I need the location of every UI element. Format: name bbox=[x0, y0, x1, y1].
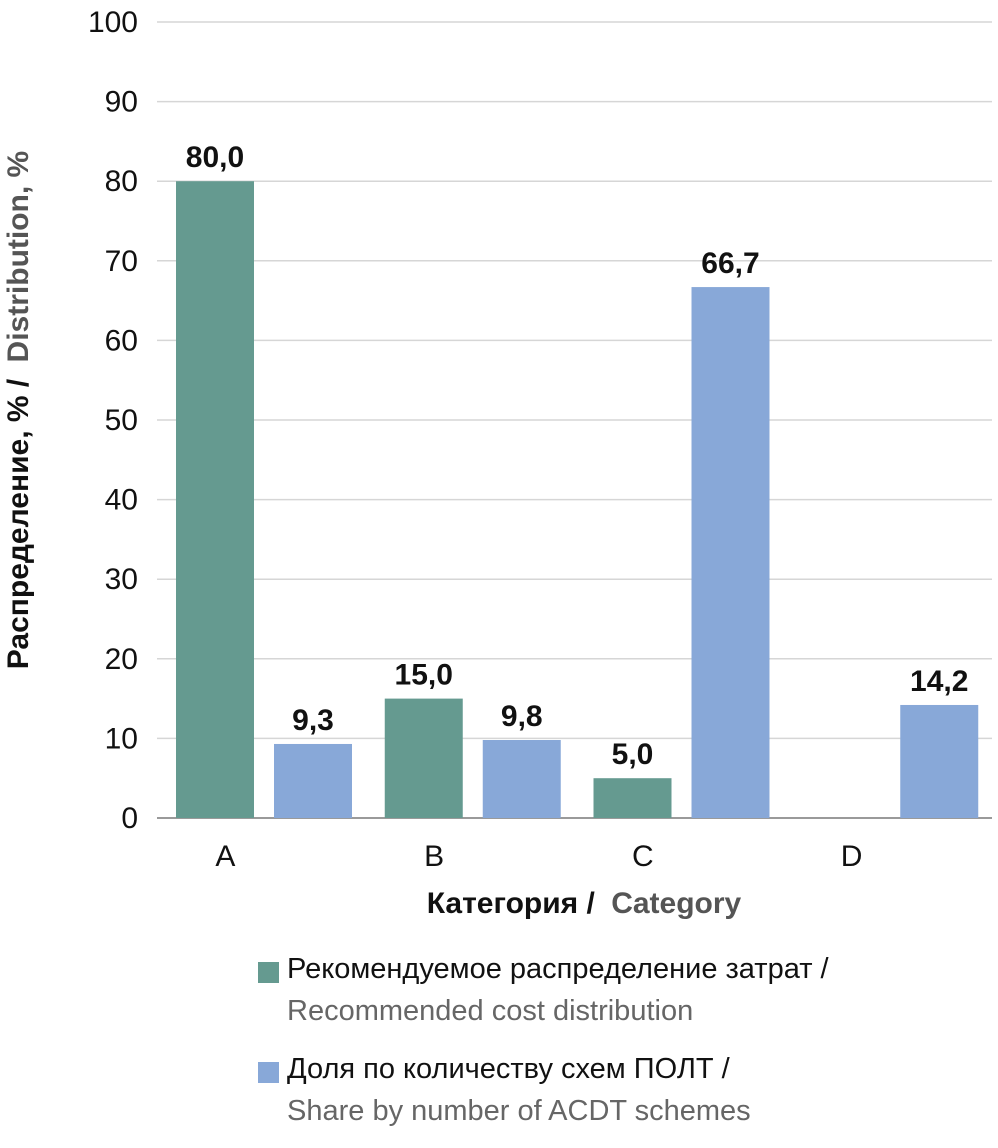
y-axis-title-en: Distribution, % bbox=[2, 151, 35, 363]
x-axis-categories: A B C D bbox=[215, 840, 862, 873]
legend-label-acdt-share-ru: Доля по количеству схем ПОЛТ / bbox=[287, 1053, 730, 1085]
category-label-c: C bbox=[632, 840, 654, 873]
legend-swatch-recommended bbox=[258, 962, 279, 983]
y-tick-label-40: 40 bbox=[105, 484, 138, 517]
y-tick-label-10: 10 bbox=[105, 722, 138, 755]
bar-chart: 0 10 20 30 40 50 60 70 80 90 100 80,0 9,3 15,0 9,8 5,0… bbox=[2, 6, 992, 920]
legend-label-recommended-en: Recommended cost distribution bbox=[287, 995, 694, 1027]
y-tick-label-0: 0 bbox=[121, 802, 138, 835]
x-axis-title-en: Category bbox=[611, 887, 741, 920]
bar-acdt-share-a bbox=[274, 743, 352, 818]
y-tick-label-80: 80 bbox=[105, 165, 138, 198]
legend-label-recommended: Рекомендуемое распределение затрат / Rec… bbox=[287, 948, 829, 1032]
data-label-recommended-a: 80,0 bbox=[186, 141, 244, 174]
data-label-acdt-share-d: 14,2 bbox=[910, 665, 968, 698]
legend-swatch-acdt-share bbox=[258, 1062, 279, 1083]
y-tick-label-30: 30 bbox=[105, 563, 138, 596]
data-label-acdt-share-c: 66,7 bbox=[701, 247, 759, 280]
data-label-acdt-share-a: 9,3 bbox=[292, 704, 334, 737]
bar-recommended-b bbox=[384, 698, 463, 818]
y-tick-label-50: 50 bbox=[105, 404, 138, 437]
bar-recommended-a bbox=[176, 181, 254, 818]
legend-label-acdt-share: Доля по количеству схем ПОЛТ / Share by … bbox=[287, 1048, 751, 1132]
legend-item-recommended: Рекомендуемое распределение затрат / Rec… bbox=[258, 948, 988, 1032]
y-axis-title-ru: Распределение, % / bbox=[2, 378, 35, 669]
legend-label-recommended-ru: Рекомендуемое распределение затрат / bbox=[287, 953, 829, 985]
bar-acdt-share-b bbox=[482, 739, 561, 818]
category-label-b: B bbox=[424, 840, 444, 873]
bar-recommended-c bbox=[593, 778, 672, 818]
legend-item-acdt-share: Доля по количеству схем ПОЛТ / Share by … bbox=[258, 1048, 988, 1132]
y-tick-label-100: 100 bbox=[88, 6, 138, 39]
y-axis-title: Распределение, % / Distribution, % bbox=[2, 151, 35, 669]
bar-acdt-share-d bbox=[900, 704, 979, 818]
data-label-recommended-c: 5,0 bbox=[612, 738, 654, 771]
y-tick-label-60: 60 bbox=[105, 324, 138, 357]
data-label-recommended-b: 15,0 bbox=[395, 659, 453, 692]
category-label-a: A bbox=[215, 840, 235, 873]
category-label-d: D bbox=[841, 840, 863, 873]
gridlines bbox=[157, 21, 992, 819]
y-axis-ticks: 0 10 20 30 40 50 60 70 80 90 100 bbox=[88, 6, 138, 835]
bar-acdt-share-c bbox=[691, 287, 770, 818]
data-labels: 80,0 9,3 15,0 9,8 5,0 66,7 14,2 bbox=[186, 141, 969, 771]
y-tick-label-70: 70 bbox=[105, 245, 138, 278]
y-tick-label-20: 20 bbox=[105, 643, 138, 676]
legend: Рекомендуемое распределение затрат / Rec… bbox=[258, 948, 988, 1148]
y-tick-label-90: 90 bbox=[105, 86, 138, 119]
data-label-acdt-share-b: 9,8 bbox=[501, 700, 543, 733]
x-axis-title: Категория / Category bbox=[427, 887, 742, 920]
bars bbox=[176, 181, 979, 818]
legend-label-acdt-share-en: Share by number of ACDT schemes bbox=[287, 1095, 751, 1127]
x-axis-title-ru: Категория / bbox=[427, 887, 596, 920]
